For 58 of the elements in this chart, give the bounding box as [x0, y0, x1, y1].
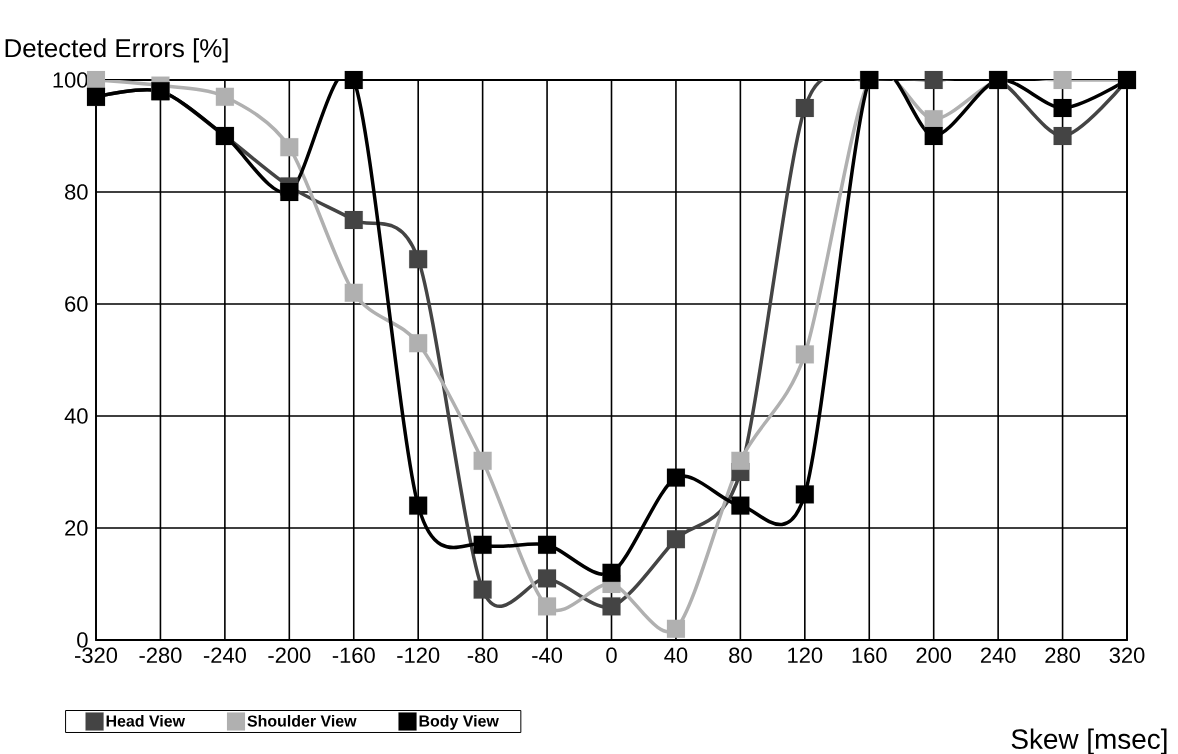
point [280, 182, 299, 202]
y-axis-title: Detected Errors [%] [5, 38, 228, 63]
x-tick-label: -280 [139, 647, 182, 664]
x-axis-title: Skew [msec] [1011, 728, 1167, 754]
legend-label: Body View [419, 714, 499, 730]
x-tick-label: -40 [532, 647, 563, 664]
point [538, 569, 557, 588]
y-tick-label: 80 [65, 184, 88, 200]
legend-label: Head View [106, 714, 186, 727]
x-tick-label: 40 [664, 647, 688, 664]
x-tick-label: -160 [332, 647, 375, 664]
point [473, 535, 492, 554]
x-tick-label: 240 [980, 647, 1016, 664]
point [344, 210, 363, 230]
legend-label: Shoulder View [247, 714, 357, 727]
point [538, 535, 557, 554]
point [602, 563, 621, 582]
y-tick-label: 40 [64, 408, 88, 424]
point [666, 468, 685, 487]
x-tick-label: -240 [203, 647, 246, 664]
point [795, 345, 814, 364]
x-tick-label: 0 [606, 647, 617, 664]
point [1053, 126, 1072, 146]
point [344, 70, 363, 90]
point [666, 530, 685, 549]
point [924, 70, 943, 90]
point [795, 98, 814, 118]
point [666, 619, 685, 638]
point [1053, 98, 1072, 118]
x-tick-label: -200 [268, 647, 311, 664]
x-tick-label: 280 [1045, 647, 1080, 664]
y-tick-label: 20 [65, 520, 88, 536]
point [344, 283, 363, 302]
x-tick-label: -80 [467, 647, 498, 664]
point [280, 138, 299, 157]
x-tick-label: -120 [397, 647, 440, 664]
x-tick-label: 120 [788, 647, 823, 664]
point [731, 496, 750, 515]
y-tick-label: 60 [65, 296, 88, 312]
y-tick-label: 100 [53, 72, 88, 88]
point [1053, 70, 1072, 90]
point [538, 597, 557, 616]
point [731, 451, 750, 470]
x-tick-label: 80 [729, 647, 752, 664]
point [924, 126, 943, 146]
x-tick-label: 160 [852, 647, 887, 664]
point [215, 87, 234, 106]
point [409, 250, 428, 269]
point [409, 496, 428, 515]
point [473, 580, 492, 599]
x-tick-label: -320 [75, 647, 118, 664]
point [602, 597, 621, 616]
point [795, 485, 814, 504]
point [473, 451, 492, 470]
x-tick-label: 320 [1109, 647, 1145, 664]
x-tick-label: 200 [916, 647, 952, 664]
point [409, 334, 428, 353]
y-tick-label: 0 [77, 632, 88, 648]
